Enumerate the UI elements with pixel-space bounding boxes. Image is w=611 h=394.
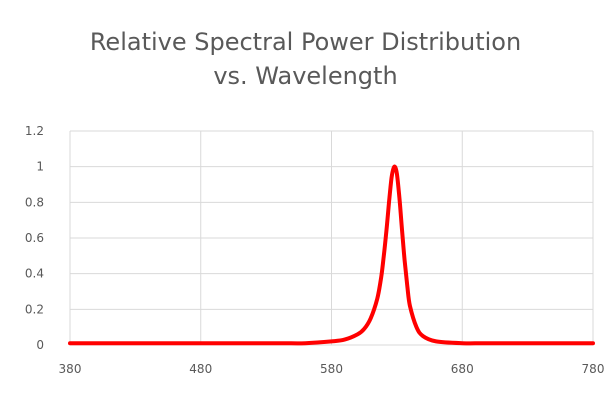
x-tick-label: 480 — [189, 362, 212, 376]
y-tick-label: 0 — [36, 338, 44, 352]
series-line — [68, 164, 595, 346]
chart-title-line-1: Relative Spectral Power Distribution — [89, 28, 522, 56]
x-tick-label: 680 — [451, 362, 474, 376]
y-tick-label: 0.2 — [25, 302, 44, 316]
chart-title-line-2: vs. Wavelength — [213, 62, 398, 90]
x-tick-label: 780 — [582, 362, 605, 376]
y-tick-label: 1.2 — [25, 124, 44, 138]
y-tick-label: 0.6 — [25, 231, 44, 245]
x-tick-label: 580 — [320, 362, 343, 376]
y-tick-label: 1 — [36, 160, 44, 174]
y-tick-label: 0.4 — [25, 267, 44, 281]
y-tick-label: 0.8 — [25, 195, 44, 209]
x-tick-label: 380 — [59, 362, 82, 376]
